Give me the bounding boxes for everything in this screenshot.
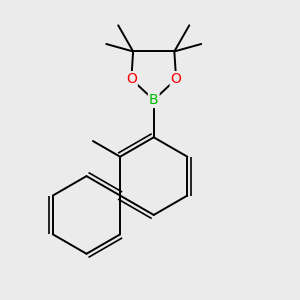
Text: B: B — [149, 93, 158, 107]
Text: O: O — [126, 72, 137, 86]
Text: O: O — [171, 72, 182, 86]
